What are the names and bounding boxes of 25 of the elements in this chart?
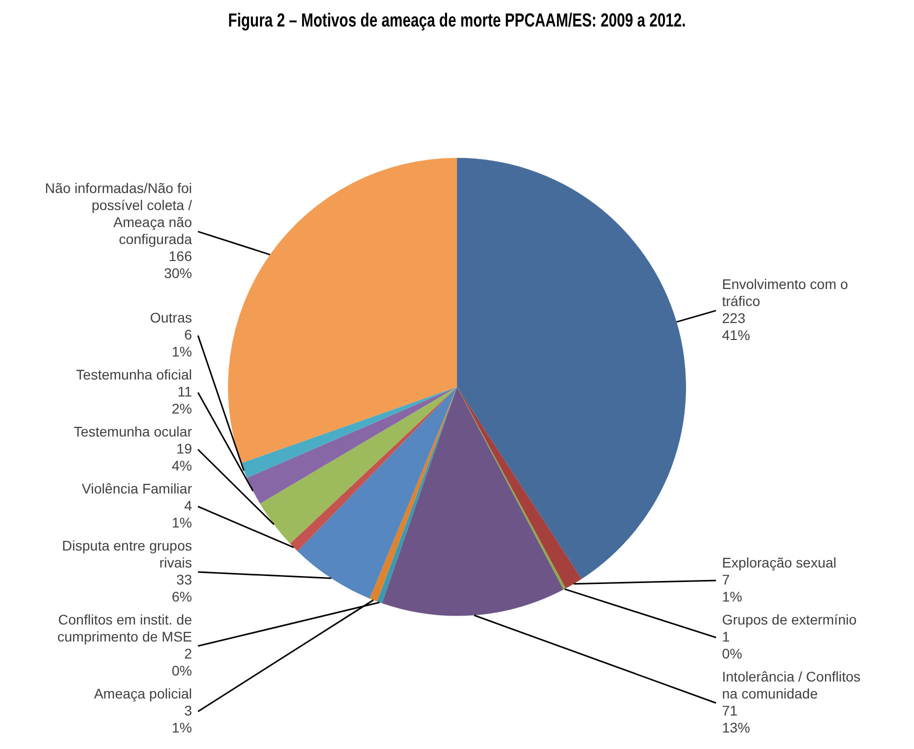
data-label: 4 1% [172,497,192,530]
slice-label: Testemunha oficial [76,366,192,382]
slice-label: Grupos de extermínio [722,611,857,628]
slice-label: Outras [150,309,192,326]
slice-label: Violência Familiar [82,480,192,496]
slice-label: Intolerância / Conflitos na comunidade [722,668,861,702]
data-label: 6 1% [172,326,192,360]
data-label: 33 6% [172,571,192,604]
slice-label: Envolvimento com o tráfico [722,276,848,309]
data-label: 2 0% [172,645,192,678]
chart-title: Figura 2 – Motivos de ameaça de morte PPCAAM/ES: 2009 a 2012. [228,10,686,32]
slice-label: Exploração sexual [722,554,836,570]
data-label: 166 30% [164,248,192,281]
slice-label: Ameaça policial [94,685,192,702]
data-label: 19 4% [172,440,192,474]
data-label: 1 0% [722,628,742,662]
data-label: 223 41% [722,310,750,343]
data-label: 7 1% [722,571,742,604]
slice-label: Conflitos em instit. de cumprimento de MSE [57,611,192,644]
data-label: 71 13% [722,702,750,736]
data-label: 11 2% [172,383,192,416]
slice-label: Disputa entre grupos rivais [62,537,192,570]
slice-label: Testemunha ocular [74,423,192,440]
data-label: 3 1% [172,702,192,736]
slice-label: Não informadas/Não foi possível coleta / Ameaça não configurada [44,180,192,247]
